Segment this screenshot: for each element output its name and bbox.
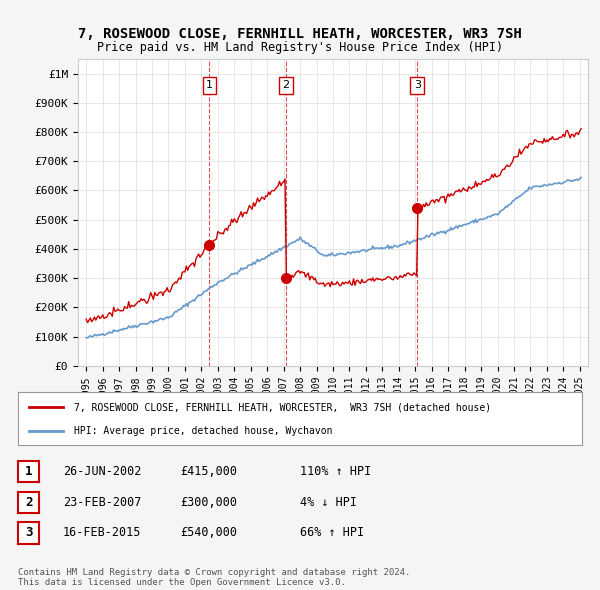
Text: 1: 1 xyxy=(206,80,213,90)
Text: 2: 2 xyxy=(283,80,290,90)
Text: 7, ROSEWOOD CLOSE, FERNHILL HEATH, WORCESTER,  WR3 7SH (detached house): 7, ROSEWOOD CLOSE, FERNHILL HEATH, WORCE… xyxy=(74,402,491,412)
Text: HPI: Average price, detached house, Wychavon: HPI: Average price, detached house, Wych… xyxy=(74,425,333,435)
Text: 3: 3 xyxy=(25,526,32,539)
Text: 26-JUN-2002: 26-JUN-2002 xyxy=(63,465,142,478)
Text: 16-FEB-2015: 16-FEB-2015 xyxy=(63,526,142,539)
Text: 1: 1 xyxy=(25,465,32,478)
Text: £415,000: £415,000 xyxy=(180,465,237,478)
Text: This data is licensed under the Open Government Licence v3.0.: This data is licensed under the Open Gov… xyxy=(18,578,346,587)
Text: 3: 3 xyxy=(414,80,421,90)
Text: 7, ROSEWOOD CLOSE, FERNHILL HEATH, WORCESTER, WR3 7SH: 7, ROSEWOOD CLOSE, FERNHILL HEATH, WORCE… xyxy=(78,27,522,41)
Text: £300,000: £300,000 xyxy=(180,496,237,509)
Text: Price paid vs. HM Land Registry's House Price Index (HPI): Price paid vs. HM Land Registry's House … xyxy=(97,41,503,54)
Text: 110% ↑ HPI: 110% ↑ HPI xyxy=(300,465,371,478)
Text: £540,000: £540,000 xyxy=(180,526,237,539)
Text: 66% ↑ HPI: 66% ↑ HPI xyxy=(300,526,364,539)
Text: 23-FEB-2007: 23-FEB-2007 xyxy=(63,496,142,509)
Text: Contains HM Land Registry data © Crown copyright and database right 2024.: Contains HM Land Registry data © Crown c… xyxy=(18,568,410,577)
Text: 4% ↓ HPI: 4% ↓ HPI xyxy=(300,496,357,509)
Text: 2: 2 xyxy=(25,496,32,509)
